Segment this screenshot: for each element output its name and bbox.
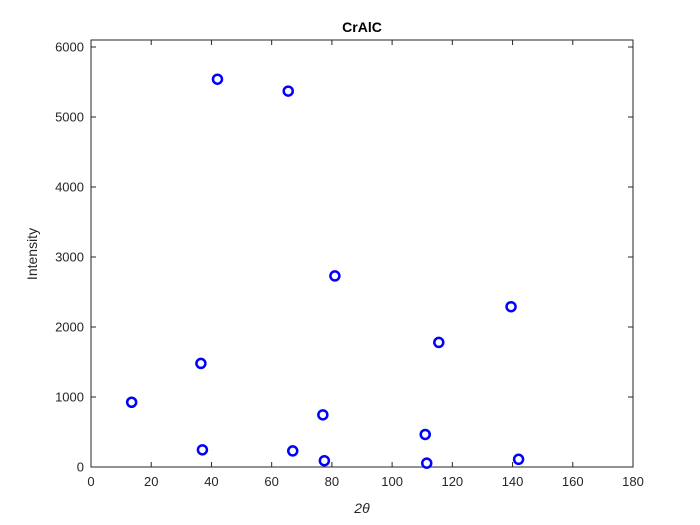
y-tick-label: 0 [77, 460, 84, 475]
y-tick-label: 1000 [55, 390, 84, 405]
y-tick-label: 5000 [55, 110, 84, 125]
x-axis-label: 2θ [353, 500, 370, 516]
data-point [420, 457, 433, 469]
x-tick-label: 120 [441, 474, 463, 489]
data-points [125, 73, 525, 469]
x-tick-label: 160 [562, 474, 584, 489]
y-axis-label: Intensity [24, 228, 40, 280]
data-point [317, 409, 329, 421]
data-point [286, 445, 299, 457]
x-tick-label: 180 [622, 474, 644, 489]
data-point [211, 73, 224, 85]
x-tick-label: 20 [144, 474, 158, 489]
data-point [505, 300, 517, 313]
data-point [282, 85, 294, 97]
plot-area [90, 39, 634, 468]
data-point [196, 444, 209, 456]
data-point [195, 357, 207, 370]
x-tick-label: 100 [381, 474, 403, 489]
chart-title: CrAlC [342, 19, 382, 35]
x-tick-label: 40 [204, 474, 218, 489]
data-point [433, 336, 445, 349]
data-point [329, 270, 341, 282]
data-point [512, 453, 525, 466]
axis-ticks: 0 20 40 60 80 100 120 140 160 180 0 1000 2000 3000 400… [55, 40, 644, 490]
x-tick-label: 80 [325, 474, 339, 489]
y-tick-label: 6000 [55, 40, 84, 55]
y-tick-label: 2000 [55, 320, 84, 335]
data-point [318, 454, 331, 467]
y-tick-label: 4000 [55, 180, 84, 195]
data-point [419, 428, 431, 441]
y-tick-label: 3000 [55, 250, 84, 265]
x-tick-label: 0 [87, 474, 94, 489]
data-point [125, 396, 138, 408]
x-tick-label: 60 [264, 474, 278, 489]
x-tick-label: 140 [502, 474, 524, 489]
